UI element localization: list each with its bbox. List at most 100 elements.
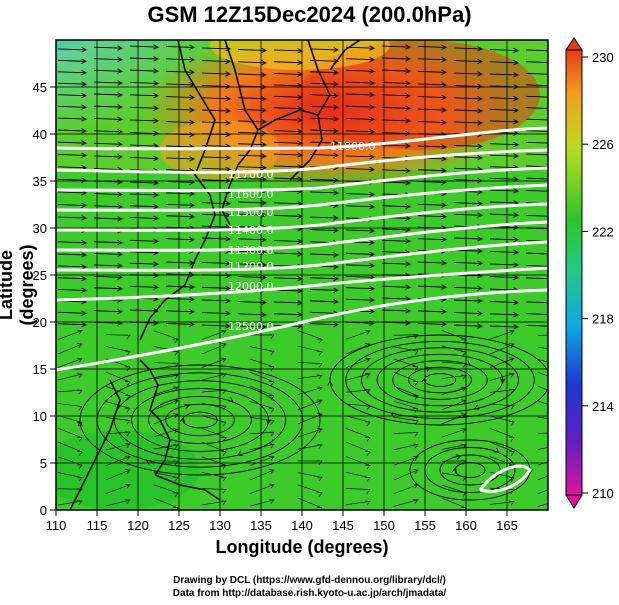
x-tick-label: 135 [250, 518, 272, 533]
x-tick-label: 110 [46, 518, 67, 533]
credit-drawing: Drawing by DCL (https://www.gfd-dennou.o… [173, 575, 446, 586]
streamline-arrow [390, 412, 397, 418]
streamline-arrow [451, 467, 458, 474]
contour-label: 12500.0 [228, 320, 274, 333]
colorbar-bottom-arrow [565, 494, 583, 509]
x-tick-label: 130 [209, 518, 231, 533]
streamline [57, 128, 548, 138]
x-tick-label: 160 [455, 518, 477, 533]
streamline [57, 385, 548, 400]
x-axis-label: Longitude (degrees) [215, 537, 389, 557]
streamline [57, 188, 548, 198]
streamline [57, 176, 548, 186]
x-tick-label: 165 [496, 518, 518, 533]
streamline [57, 152, 548, 162]
streamline-arrow [425, 366, 432, 372]
streamline [57, 116, 548, 126]
x-axis-ticks: 110 115 120 125 130 135 140 145 150 155 160 165 [46, 510, 518, 533]
height-contours [56, 126, 548, 493]
streamline [57, 371, 548, 386]
contour-label: 11300.0 [228, 244, 274, 257]
streamline [57, 284, 548, 294]
streamline-arrow [179, 417, 185, 423]
x-tick-label: 155 [414, 518, 436, 533]
streamline [57, 497, 548, 510]
streamline [57, 212, 548, 222]
streamline [57, 469, 548, 482]
streamline [57, 329, 548, 344]
contour-label: 11600.0 [228, 188, 274, 201]
contour-label: 11200.0 [228, 260, 274, 273]
streamline-gyre [360, 347, 520, 413]
y-tick-label: 0 [40, 503, 47, 518]
colorbar-tick-label: 226 [592, 137, 614, 152]
streamline-gyre [423, 373, 457, 387]
y-tick-label: 30 [33, 221, 47, 236]
y-tick-label: 35 [33, 174, 47, 189]
streamline-gyre [79, 364, 321, 476]
streamline-arrow [145, 459, 152, 465]
streamline-arrow [421, 377, 427, 384]
streamline [57, 483, 548, 498]
streamline [57, 441, 548, 456]
contour-label: 12000.0 [228, 280, 274, 293]
y-tick-label: 20 [33, 315, 47, 330]
streamline-arrow [464, 360, 471, 366]
x-tick-label: 140 [291, 518, 313, 533]
x-tick-label: 150 [373, 518, 395, 533]
streamline [57, 296, 548, 306]
colorbar-tick-label: 218 [592, 312, 614, 327]
y-tick-label: 45 [33, 80, 47, 95]
colorbar-tick-label: 222 [592, 224, 614, 239]
streamline-gyre [424, 447, 516, 493]
streamline [57, 92, 548, 102]
contour-label: 11800.0 [330, 140, 376, 153]
y-tick-label: 25 [33, 268, 47, 283]
streamline-arrow [265, 418, 272, 425]
streamline-gyre [329, 334, 548, 426]
y-tick-label: 5 [40, 456, 47, 471]
colorbar-tick-label: 230 [592, 50, 614, 65]
contour-label: 11500.0 [228, 206, 274, 219]
y-axis-ticks: 0 5 10 15 20 25 30 35 40 45 [33, 80, 56, 518]
streamline-arrow [473, 404, 480, 410]
y-tick-label: 40 [33, 127, 47, 142]
colorbar: 230 226 222 218 214 210 [565, 37, 614, 509]
streamline-arrow [500, 378, 506, 384]
streamline-gyre [408, 366, 472, 394]
colorbar-top-arrow [565, 37, 583, 51]
streamline-arrow [493, 447, 500, 454]
streamline-gyre [165, 403, 235, 437]
streamline [57, 343, 548, 356]
streamline-gyre [376, 353, 504, 407]
streamline [57, 56, 548, 66]
y-axis-label: Latitude (degrees) [0, 244, 37, 326]
y-tick-label: 15 [33, 362, 47, 377]
streamline-arrow [77, 420, 83, 427]
streamline [57, 413, 548, 427]
streamline-arrow [227, 397, 234, 403]
map-title: GSM 12Z15Dec2024 (200.0hPa) [147, 2, 472, 27]
colorbar-scale [565, 49, 583, 496]
streamline [57, 200, 548, 210]
streamline-arrow [184, 403, 191, 409]
streamline-arrow [236, 451, 243, 456]
streamline-gyre [345, 340, 535, 420]
streamline [57, 357, 548, 372]
x-tick-label: 115 [87, 518, 108, 533]
contour-labels: 11800.0 11700.0 11600.0 11500.0 11400.0 … [228, 140, 376, 333]
streamline [57, 140, 548, 150]
x-tick-label: 125 [168, 518, 190, 533]
contour-label: 11700.0 [228, 168, 274, 181]
credit-data: Data from http://database.rish.kyoto-u.a… [172, 588, 447, 599]
streamline-gyre [454, 462, 486, 478]
colorbar-tick-label: 210 [592, 486, 614, 501]
streamline-gyre [148, 395, 252, 445]
streamline [57, 104, 548, 114]
streamline-arrow [455, 454, 462, 460]
colorbar-tick-label: 214 [592, 399, 614, 414]
streamline [57, 68, 548, 78]
streamline-gyre [392, 360, 488, 400]
streamline-arrow [327, 380, 333, 386]
